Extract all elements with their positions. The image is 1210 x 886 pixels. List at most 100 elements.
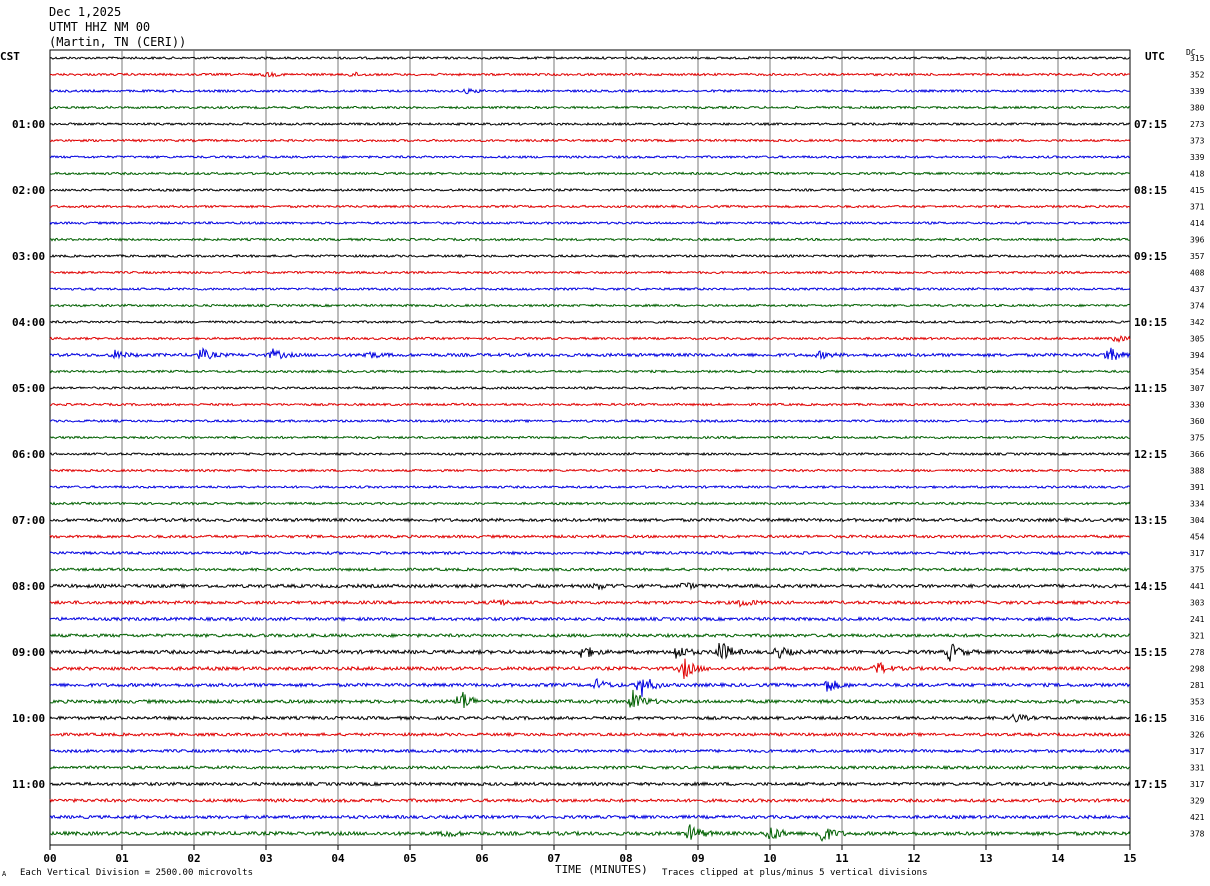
- trace-10: [49, 220, 1131, 226]
- left-hour-label: 08:00: [12, 580, 45, 593]
- trace-24: [49, 451, 1131, 457]
- dc-offset-label: 317: [1190, 780, 1205, 789]
- left-hour-label: 07:00: [12, 514, 45, 527]
- dc-offset-label: 330: [1190, 401, 1205, 410]
- dc-offset-label: 305: [1190, 335, 1205, 344]
- trace-40: [49, 713, 1131, 723]
- dc-offset-label: 408: [1190, 269, 1205, 278]
- x-tick-label: 11: [835, 852, 849, 865]
- dc-offset-label: 331: [1190, 764, 1205, 773]
- left-hour-label: 05:00: [12, 382, 45, 395]
- dc-offset-label: 415: [1190, 186, 1205, 195]
- dc-offset-label: 304: [1190, 516, 1205, 525]
- trace-31: [49, 566, 1131, 573]
- trace-14: [49, 286, 1131, 292]
- corner-mark: A: [2, 870, 7, 878]
- right-hour-label: 10:15: [1134, 316, 1167, 329]
- dc-offset-label: 303: [1190, 599, 1205, 608]
- right-hour-labels: 07:15 08:15 09:15 10:15 11:15 12:15 13:15 14:15…: [1134, 118, 1167, 791]
- x-tick-label: 12: [907, 852, 920, 865]
- dc-offset-label: 281: [1190, 681, 1205, 690]
- dc-offset-label: 353: [1190, 698, 1205, 707]
- right-hour-label: 11:15: [1134, 382, 1167, 395]
- trace-18: [49, 346, 1131, 361]
- right-hour-label: 08:15: [1134, 184, 1167, 197]
- x-tick-label: 01: [115, 852, 129, 865]
- dc-offset-label: 421: [1190, 813, 1205, 822]
- trace-17: [49, 335, 1131, 343]
- dc-offset-label: 396: [1190, 236, 1205, 245]
- trace-4: [49, 121, 1131, 127]
- left-hour-label: 02:00: [12, 184, 45, 197]
- dc-offset-label: 374: [1190, 302, 1205, 311]
- x-tick-label: 02: [187, 852, 200, 865]
- dc-column-label: DC: [1186, 48, 1196, 57]
- dc-offset-label: 273: [1190, 120, 1205, 129]
- plot-date: Dec 1,2025: [49, 5, 122, 19]
- left-hour-label: 01:00: [12, 118, 45, 131]
- trace-37: [49, 658, 1131, 680]
- right-hour-label: 13:15: [1134, 514, 1167, 527]
- left-hour-labels: 01:00 02:00 03:00 04:00 05:00 06:00 07:00 08:00…: [12, 118, 45, 791]
- trace-15: [49, 303, 1131, 308]
- trace-3: [49, 105, 1131, 110]
- dc-offset-labels: 315 352 339 380 273 373 339 418 415 371 414 396 357 4…: [1190, 54, 1205, 839]
- station-name: UTMT HHZ NM 00: [49, 20, 151, 34]
- dc-offset-label: 326: [1190, 731, 1205, 740]
- trace-46: [49, 813, 1131, 820]
- trace-29: [49, 533, 1131, 539]
- x-tick-label: 04: [331, 852, 345, 865]
- x-tick-label: 00: [43, 852, 56, 865]
- dc-offset-label: 317: [1190, 747, 1205, 756]
- trace-43: [49, 764, 1131, 771]
- trace-41: [49, 731, 1131, 738]
- dc-offset-label: 373: [1190, 137, 1205, 146]
- dc-offset-label: 414: [1190, 219, 1205, 228]
- right-hour-label: 07:15: [1134, 118, 1167, 131]
- trace-34: [49, 616, 1131, 622]
- trace-7: [49, 171, 1131, 176]
- x-tick-label: 08: [619, 852, 632, 865]
- trace-38: [49, 677, 1131, 697]
- scale-note: Each Vertical Division = 2500.00 microvo…: [20, 868, 253, 878]
- dc-offset-label: 329: [1190, 797, 1205, 806]
- trace-23: [49, 435, 1131, 440]
- trace-5: [49, 138, 1131, 143]
- trace-44: [49, 781, 1131, 787]
- minute-gridlines: [121, 50, 1059, 845]
- dc-offset-label: 380: [1190, 104, 1205, 113]
- trace-42: [49, 748, 1131, 754]
- dc-offset-label: 241: [1190, 615, 1205, 624]
- dc-offset-label: 366: [1190, 450, 1205, 459]
- x-tick-label: 05: [403, 852, 416, 865]
- clip-note: Traces clipped at plus/minus 5 vertical …: [662, 868, 928, 878]
- trace-11: [49, 237, 1131, 242]
- dc-offset-label: 375: [1190, 566, 1205, 575]
- x-tick-label: 14: [1051, 852, 1065, 865]
- trace-35: [49, 632, 1131, 639]
- right-hour-label: 12:15: [1134, 448, 1167, 461]
- dc-offset-label: 316: [1190, 714, 1205, 723]
- trace-26: [49, 484, 1131, 490]
- station-location: (Martin, TN (CERI)): [49, 35, 187, 49]
- x-axis-title: TIME (MINUTES): [555, 863, 648, 876]
- dc-offset-label: 394: [1190, 351, 1205, 360]
- left-hour-label: 10:00: [12, 712, 45, 725]
- trace-25: [49, 468, 1131, 473]
- right-hour-label: 17:15: [1134, 778, 1167, 791]
- dc-offset-label: 307: [1190, 384, 1205, 393]
- dc-offset-label: 360: [1190, 417, 1205, 426]
- x-tick-label: 07: [547, 852, 560, 865]
- trace-0: [49, 55, 1131, 61]
- trace-20: [49, 385, 1131, 391]
- dc-offset-label: 441: [1190, 582, 1205, 591]
- left-hour-label: 03:00: [12, 250, 45, 263]
- x-tick-label: 09: [691, 852, 704, 865]
- trace-13: [49, 270, 1131, 275]
- left-timezone-label: CST: [0, 50, 20, 63]
- trace-22: [49, 418, 1131, 424]
- dc-offset-label: 354: [1190, 368, 1205, 377]
- dc-offset-label: 437: [1190, 285, 1205, 294]
- trace-45: [49, 797, 1131, 804]
